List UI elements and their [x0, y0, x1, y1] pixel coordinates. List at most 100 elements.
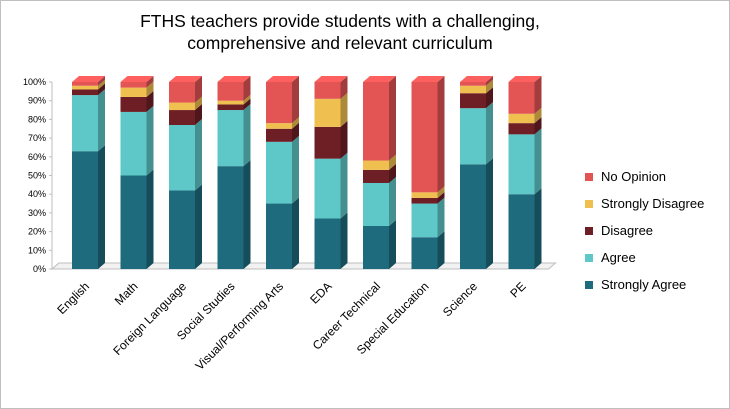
bar-segment — [266, 135, 299, 204]
bar-front — [363, 160, 389, 170]
bar-front — [508, 123, 535, 135]
bar-segment — [266, 76, 299, 124]
bar-front — [266, 123, 292, 129]
bar-segment — [508, 128, 542, 195]
bar-segment — [460, 87, 493, 109]
bar-segment — [363, 176, 396, 226]
bar-side — [195, 96, 202, 111]
bar-side — [98, 79, 105, 90]
bar-segment — [460, 76, 493, 86]
bar-side — [243, 160, 251, 269]
bar-segment — [217, 160, 251, 269]
bar-side — [486, 158, 493, 269]
bar-segment — [217, 76, 251, 101]
bar-front — [460, 93, 486, 109]
legend-label: Disagree — [601, 223, 654, 238]
bar-front — [314, 82, 341, 99]
bar-side — [437, 186, 445, 198]
bar-front — [217, 82, 244, 101]
legend-item: Agree — [585, 249, 725, 276]
bar-segment — [363, 76, 396, 161]
bar-side — [486, 87, 493, 109]
bar-top — [217, 76, 251, 82]
bar-segment — [120, 81, 154, 97]
x-tick-label: Science — [440, 279, 480, 319]
bar-top — [266, 76, 299, 82]
bar-side — [98, 83, 105, 96]
bar-side — [195, 104, 202, 126]
bar-side — [292, 135, 299, 204]
y-tick-label: 20% — [28, 227, 46, 237]
bar-segment — [460, 158, 493, 269]
bar-front — [72, 151, 98, 269]
bar-side — [534, 128, 542, 195]
bar-side — [534, 107, 542, 124]
bar-front — [72, 95, 98, 152]
bar-side — [389, 176, 396, 226]
y-axis-line — [51, 82, 60, 271]
legend-label: Strongly Agree — [601, 277, 687, 292]
bar-front — [411, 82, 438, 193]
bar-segment — [508, 188, 542, 269]
bar-side — [340, 120, 348, 159]
bar-side — [146, 169, 154, 269]
bar-side — [146, 76, 154, 88]
bar-front — [460, 82, 486, 86]
legend-item: Strongly Agree — [585, 276, 725, 303]
bar-front — [411, 203, 438, 238]
y-tick-label: 10% — [28, 245, 46, 255]
bar-front — [217, 104, 244, 111]
y-tick-label: 30% — [28, 208, 46, 218]
bar-top — [363, 76, 396, 82]
bar-front — [120, 87, 147, 97]
bar-side — [146, 90, 154, 112]
bar-front — [411, 192, 438, 198]
bar-front — [266, 82, 292, 124]
x-tick-label: English — [54, 279, 92, 317]
bar-segment — [314, 76, 348, 99]
bar-segment — [508, 76, 542, 114]
chart-title: FTHS teachers provide students with a ch… — [140, 11, 540, 53]
bar-front — [169, 82, 195, 103]
legend-item: Disagree — [585, 222, 725, 249]
bar-front — [217, 100, 244, 105]
x-tick-label: EDA — [307, 279, 334, 306]
bar-side — [486, 76, 493, 86]
bar-side — [340, 76, 348, 99]
bar-front — [120, 82, 147, 88]
bar-front — [169, 190, 195, 269]
bar-segment — [266, 122, 299, 142]
bar-front — [314, 158, 341, 219]
legend-swatch — [585, 227, 593, 235]
bar-segment — [266, 117, 299, 129]
bar-side — [534, 117, 542, 135]
bar-side — [243, 94, 251, 105]
legend-item: No Opinion — [585, 168, 725, 195]
bar-front — [72, 89, 98, 96]
bar-front — [508, 134, 535, 195]
bar-side — [98, 76, 105, 86]
bar-side — [292, 122, 299, 142]
bar-side — [146, 81, 154, 97]
y-tick-label: 0% — [33, 264, 46, 274]
bar-side — [486, 79, 493, 94]
bar-segment — [363, 219, 396, 269]
bar-front — [508, 194, 535, 269]
y-tick-label: 90% — [28, 96, 46, 106]
bar-front — [363, 182, 389, 226]
bar-side — [437, 231, 445, 269]
legend-item: Strongly Disagree — [585, 195, 725, 222]
bar-segment — [460, 102, 493, 165]
bar-front — [508, 82, 535, 114]
bar-side — [340, 92, 348, 127]
bar-side — [195, 76, 202, 103]
bar-side — [389, 163, 396, 183]
bar-front — [411, 197, 438, 204]
bar-side — [292, 197, 299, 269]
bar-side — [292, 117, 299, 129]
bar-segment — [314, 152, 348, 219]
bar-side — [195, 184, 202, 269]
bar-front — [363, 82, 389, 161]
bar-side — [389, 76, 396, 161]
y-tick-label: 80% — [28, 114, 46, 124]
